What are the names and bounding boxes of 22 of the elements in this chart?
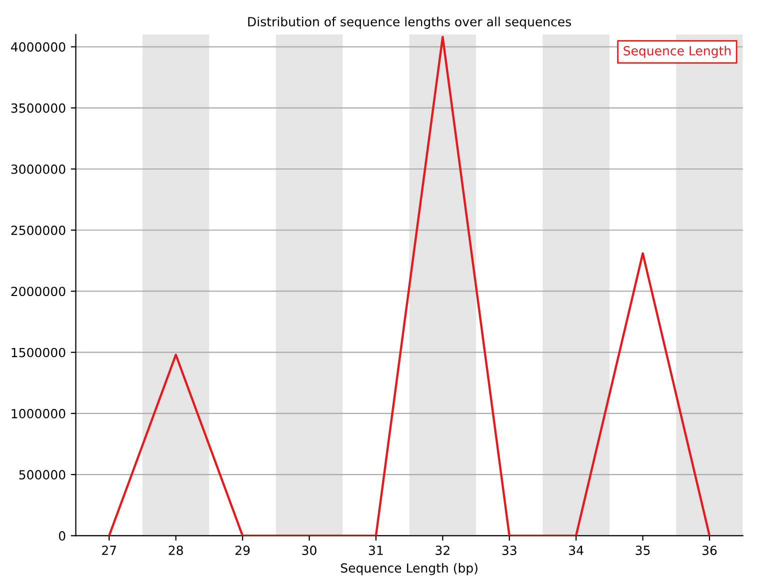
y-tick-label: 2500000 [11, 226, 66, 236]
y-tick-label: 1500000 [12, 348, 66, 358]
x-tick-label: 34 [569, 546, 584, 556]
y-tick-label: 0 [58, 531, 66, 541]
x-tick-label: 32 [436, 546, 450, 556]
x-tick-label: 29 [236, 546, 250, 556]
y-tick-label: 3000000 [11, 164, 66, 174]
y-tick-label: 4000000 [11, 42, 66, 52]
y-tick-label: 2000000 [11, 286, 66, 296]
x-tick-label: 27 [102, 546, 116, 555]
x-tick-label: 36 [702, 546, 717, 556]
x-axis-title: Sequence Length (bp) [340, 563, 478, 576]
y-tick-label: 1000000 [12, 408, 66, 418]
text: Sequence Length [624, 46, 731, 58]
x-tick-label: 31 [368, 546, 383, 556]
x-tick-label: 28 [168, 546, 183, 556]
x-tick-label: 35 [636, 546, 650, 556]
x-tick-label: 33 [502, 546, 516, 556]
chart-title: Distribution of sequence lengths over all sequences [248, 16, 572, 29]
x-tick-label: 30 [302, 546, 316, 556]
y-tick-label: 3500000 [11, 103, 66, 113]
y-tick-label: 500000 [19, 470, 66, 480]
